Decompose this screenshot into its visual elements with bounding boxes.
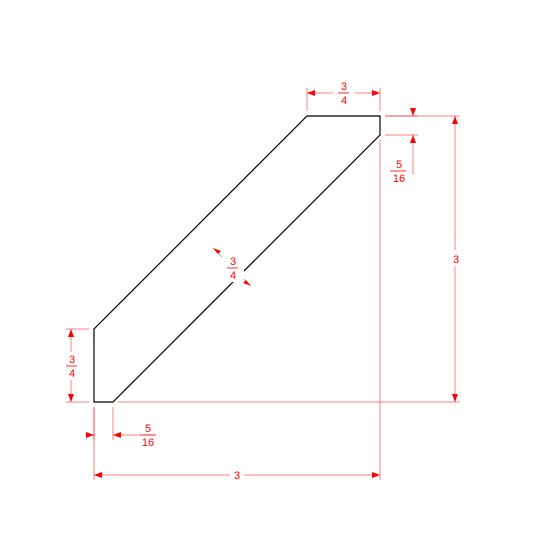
dim-rt-num: 5 — [396, 159, 402, 171]
dim-th-num: 3 — [230, 256, 236, 268]
dim-rf-val: 3 — [453, 254, 459, 266]
dim-top-num: 3 — [341, 81, 347, 93]
dim-th-den: 4 — [230, 270, 236, 282]
dim-left-height: 3 4 — [60, 329, 89, 402]
dim-lh-num: 3 — [69, 354, 75, 366]
dim-rt-den: 16 — [393, 173, 405, 185]
dim-thickness: 3 4 — [213, 248, 251, 286]
technical-drawing: 3 4 5 16 3 3 4 — [0, 0, 533, 533]
dim-lh-den: 4 — [69, 368, 75, 380]
dim-top-den: 4 — [341, 95, 347, 107]
dim-right-full: 3 — [118, 116, 463, 402]
dim-top-width: 3 4 — [307, 78, 380, 111]
dim-bottom-full: 3 — [94, 140, 380, 482]
dim-bf-val: 3 — [234, 470, 240, 482]
dim-bottom-left: 5 16 — [86, 407, 156, 449]
dim-bl-den: 16 — [142, 437, 154, 449]
dim-right-top: 5 16 — [385, 108, 418, 185]
dim-bl-num: 5 — [145, 423, 151, 435]
